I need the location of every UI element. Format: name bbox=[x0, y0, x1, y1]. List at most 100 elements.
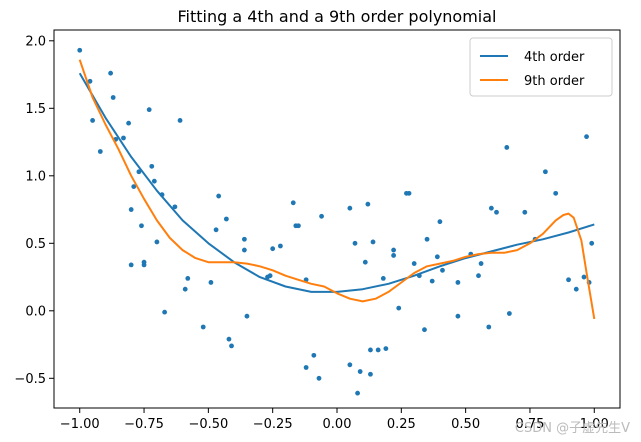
scatter-point bbox=[424, 236, 430, 242]
x-tick-label: 0.50 bbox=[451, 417, 480, 432]
legend-box bbox=[469, 37, 613, 97]
axes-layer: −1.00 −0.75 −0.50 −0.25 0.00 0.25 0.50 0.75 1.00… bbox=[14, 34, 608, 432]
scatter-point bbox=[455, 313, 461, 319]
scatter-point bbox=[267, 273, 273, 279]
scatter-point bbox=[97, 149, 103, 154]
scatter-point bbox=[584, 134, 589, 140]
watermark-text: CSDN @子虚先生V bbox=[515, 421, 630, 436]
scatter-point bbox=[357, 369, 363, 374]
scatter-point bbox=[154, 239, 160, 245]
scatter-point bbox=[311, 352, 317, 358]
scatter-point bbox=[476, 273, 481, 279]
scatter-point bbox=[411, 261, 417, 266]
scatter-point bbox=[141, 259, 147, 265]
y-tick-label: 1.0 bbox=[25, 169, 46, 184]
scatter-point bbox=[396, 305, 402, 311]
scatter-point bbox=[506, 311, 512, 316]
x-tick-label: 1.00 bbox=[580, 417, 609, 432]
scatter-point bbox=[522, 209, 528, 215]
scatter-point bbox=[185, 276, 191, 281]
scatter-point bbox=[162, 309, 168, 315]
scatter-point bbox=[589, 240, 595, 246]
scatter-point bbox=[278, 243, 283, 249]
scatter-point bbox=[478, 261, 484, 266]
scatter-point bbox=[290, 200, 296, 206]
y-tick-label: 1.5 bbox=[25, 102, 46, 117]
scatter-point bbox=[172, 204, 178, 210]
scatter-point bbox=[573, 286, 579, 292]
x-tick-label: 0.75 bbox=[515, 417, 544, 432]
scatter-point bbox=[296, 223, 301, 229]
y-tick-label: −0.5 bbox=[14, 372, 46, 387]
scatter-point bbox=[566, 277, 571, 283]
plot-frame bbox=[53, 29, 621, 409]
scatter-point bbox=[303, 365, 309, 370]
scatter-point bbox=[87, 78, 93, 84]
x-tick-label: −0.75 bbox=[124, 417, 164, 432]
scatter-point bbox=[136, 169, 142, 175]
y-tick-label: 0.5 bbox=[25, 237, 46, 252]
scatter-point bbox=[110, 95, 116, 100]
scatter-point bbox=[362, 259, 368, 265]
scatter-point bbox=[182, 286, 188, 292]
scatter-point bbox=[380, 276, 386, 281]
scatter-point bbox=[128, 262, 134, 268]
scatter-point bbox=[440, 267, 445, 273]
legend-label: 4th order bbox=[524, 50, 585, 65]
scatter-point bbox=[131, 184, 137, 190]
scatter-point bbox=[241, 236, 247, 242]
x-tick-label: 0.00 bbox=[323, 417, 352, 432]
scatter-point bbox=[213, 227, 219, 233]
scatter-point bbox=[391, 247, 396, 253]
scatter-point bbox=[542, 169, 548, 175]
x-tick-label: 0.25 bbox=[387, 417, 416, 432]
y-tick-label: 0.0 bbox=[25, 304, 46, 319]
scatter-point bbox=[375, 347, 381, 353]
scatter-point bbox=[149, 163, 155, 169]
scatter-point bbox=[429, 278, 435, 284]
x-tick-label: −0.25 bbox=[253, 417, 293, 432]
scatter-point bbox=[200, 324, 206, 330]
series-line-9th-order bbox=[78, 59, 596, 320]
scatter-point bbox=[494, 209, 499, 215]
scatter-point bbox=[347, 205, 353, 211]
scatter-point bbox=[77, 47, 83, 53]
scatter-point bbox=[368, 371, 373, 377]
scatter-point bbox=[126, 120, 132, 126]
scatter-point bbox=[270, 246, 276, 252]
scatter-point bbox=[391, 253, 396, 258]
scatter-point bbox=[121, 135, 126, 141]
scatter-point bbox=[365, 201, 371, 207]
scatter-point bbox=[146, 107, 152, 113]
y-tick-label: 2.0 bbox=[25, 34, 46, 49]
scatter-point bbox=[553, 190, 559, 196]
scatter-point bbox=[229, 343, 234, 349]
scatter-point bbox=[422, 327, 427, 333]
scatter-point bbox=[488, 205, 494, 211]
scatter-point bbox=[347, 362, 353, 368]
scatter-point bbox=[139, 223, 144, 229]
scatter-point bbox=[352, 240, 358, 246]
scatter-point bbox=[355, 390, 360, 396]
scatter-point bbox=[208, 280, 214, 285]
scatter-point bbox=[226, 336, 232, 342]
scatter-layer bbox=[77, 47, 595, 396]
legend: 4th order 9th order bbox=[469, 37, 613, 97]
scatter-point bbox=[383, 346, 389, 351]
scatter-point bbox=[128, 207, 134, 212]
x-tick-label: −0.50 bbox=[188, 417, 228, 432]
line-layer bbox=[78, 59, 596, 320]
scatter-point bbox=[151, 178, 157, 184]
scatter-point bbox=[486, 324, 492, 330]
scatter-point bbox=[370, 239, 376, 245]
scatter-point bbox=[108, 70, 113, 76]
scatter-point bbox=[368, 347, 373, 353]
scatter-point bbox=[455, 280, 461, 285]
scatter-point bbox=[177, 118, 183, 123]
legend-label: 9th order bbox=[524, 74, 585, 89]
scatter-point bbox=[434, 254, 440, 260]
scatter-point bbox=[581, 274, 587, 280]
scatter-point bbox=[90, 118, 95, 123]
scatter-point bbox=[244, 313, 250, 319]
